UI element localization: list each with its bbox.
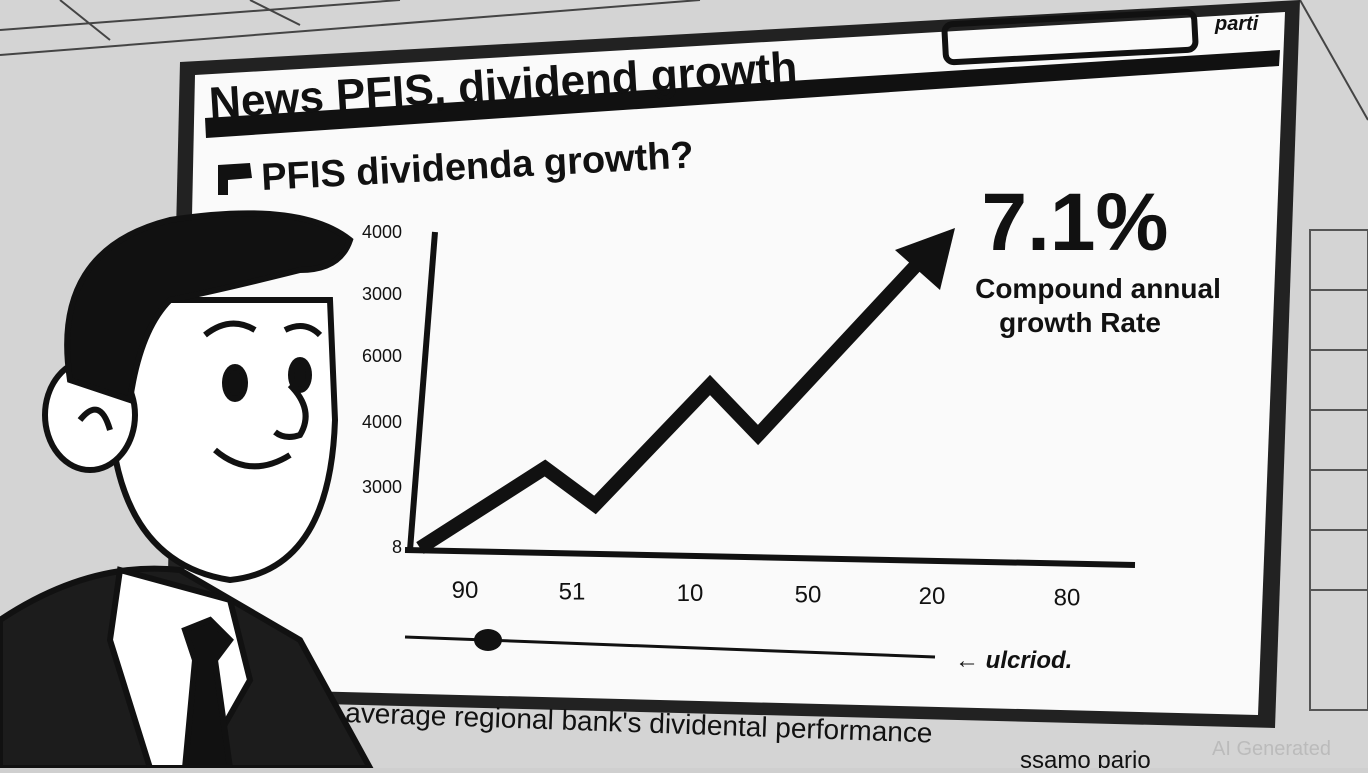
header-box [941,8,1199,66]
y-tick-label: 3000 [362,477,402,497]
slider-knob [474,629,502,651]
arrow-head [895,228,955,290]
slider-label: ← ulcriod. [955,647,1072,674]
y-tick-label: 4000 [362,412,402,432]
x-tick-label: 51 [559,579,586,606]
subtitle-icon [218,163,252,195]
x-tick-label: 90 [452,577,479,604]
trend-line [416,240,941,554]
x-tick-label: 20 [919,583,946,610]
callout-line2: growth Rate [999,307,1161,338]
x-tick-label: 80 [1054,585,1081,612]
watermark: AI Generated [1212,738,1331,760]
corner-text: parti [1214,13,1259,35]
callout-value: 7.1% [982,177,1169,268]
x-ticks: 90 51 10 50 20 80 [452,577,1081,612]
character [0,210,376,771]
x-axis [404,547,1136,568]
y-tick-label: 4000 [362,222,402,242]
x-tick-label: 10 [677,580,704,607]
y-tick-label: 3000 [362,284,402,304]
ceiling-lines [0,0,1368,121]
header-band [205,50,1280,138]
screen [182,12,1285,715]
y-tick-label: 8 [392,537,402,557]
y-tick-label: 6000 [362,346,402,366]
x-tick-label: 50 [795,582,822,609]
y-ticks: 4000 3000 6000 4000 3000 8 [362,222,402,557]
y-axis [407,231,438,551]
footer: ssamo pario [1020,747,1151,768]
callout-line1: Compound annual [975,273,1221,304]
brick-wall [1309,229,1368,711]
